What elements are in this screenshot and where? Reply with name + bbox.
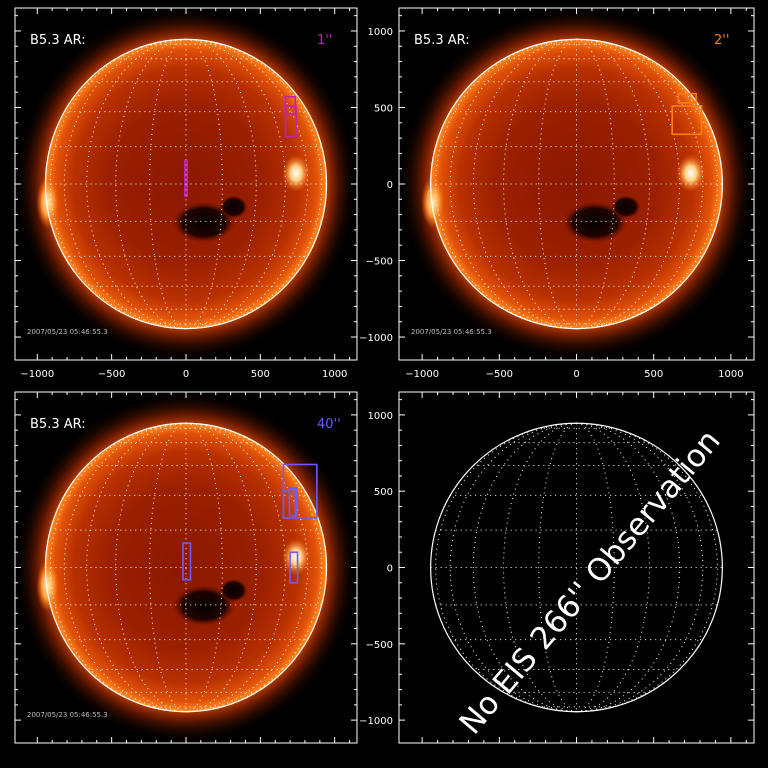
y-tick-label: −1000 (359, 333, 393, 344)
active-region (281, 538, 311, 576)
limb-bright-region (36, 176, 59, 229)
eis-raster-box (182, 542, 192, 581)
coronal-hole (172, 202, 235, 243)
panel-p3: B5.3 AR: 40'' 2007/05/23 05:46:55.3 (14, 391, 358, 744)
eis-raster-box (671, 105, 703, 136)
heliographic-grid (45, 422, 327, 713)
x-tick-label: 500 (251, 369, 270, 380)
timestamp: 2007/05/23 05:46:55.3 (27, 328, 108, 336)
slit-label: 2'' (714, 33, 729, 48)
limb-bright-region (36, 559, 59, 612)
x-tick-label: 1000 (718, 369, 743, 380)
active-region (676, 154, 706, 193)
x-tick-label: −500 (98, 369, 125, 380)
y-tick-label: 0 (387, 564, 393, 575)
y-tick-label: 500 (374, 103, 393, 114)
heliographic-grid (430, 422, 723, 713)
heliographic-grid (45, 38, 327, 330)
eis-raster-box (288, 487, 298, 517)
y-tick-label: 1000 (368, 411, 393, 422)
coronal-hole (562, 202, 628, 243)
no-observation-message: No EIS 266'' Observation (453, 423, 728, 741)
x-tick-label: 1000 (322, 369, 347, 380)
panel-p2: B5.3 AR: 2'' 2007/05/23 05:46:55.3 −1000 −5… (359, 7, 755, 380)
slit-label: 40'' (317, 417, 341, 432)
panel-p1: B5.3 AR: 1'' 2007/05/23 05:46:55.3 −1000 −5… (14, 7, 358, 380)
eis-raster-box (289, 551, 299, 584)
target-label: B5.3 AR: (414, 33, 470, 48)
slit-label: 1'' (317, 33, 332, 48)
y-tick-label: −500 (366, 257, 393, 268)
timestamp: 2007/05/23 05:46:55.3 (27, 711, 108, 719)
x-tick-label: −1000 (20, 369, 54, 380)
solar-limb (44, 422, 328, 713)
panel-p4: No EIS 266'' Observation −1000 −500 0 500 100… (359, 391, 755, 744)
y-tick-label: −1000 (359, 716, 393, 727)
y-tick-label: 1000 (368, 27, 393, 38)
x-tick-label: −1000 (405, 369, 439, 380)
x-tick-label: 500 (644, 369, 663, 380)
x-tick-label: 0 (573, 369, 579, 380)
x-tick-label: −500 (486, 369, 513, 380)
eis-raster-box (184, 160, 188, 198)
timestamp: 2007/05/23 05:46:55.3 (411, 328, 492, 336)
solar-limb (430, 422, 723, 713)
solar-limb (44, 38, 328, 330)
coronal-hole (172, 585, 235, 626)
x-tick-label: 0 (183, 369, 189, 380)
y-tick-label: 0 (387, 180, 393, 191)
target-label: B5.3 AR: (30, 33, 86, 48)
y-tick-label: 500 (374, 487, 393, 498)
target-label: B5.3 AR: (30, 417, 86, 432)
eis-raster-box (677, 92, 697, 104)
solar-limb (430, 38, 723, 330)
eis-raster-box (284, 105, 297, 138)
active-region (281, 154, 311, 193)
y-tick-label: −500 (366, 640, 393, 651)
heliographic-grid (430, 38, 723, 330)
